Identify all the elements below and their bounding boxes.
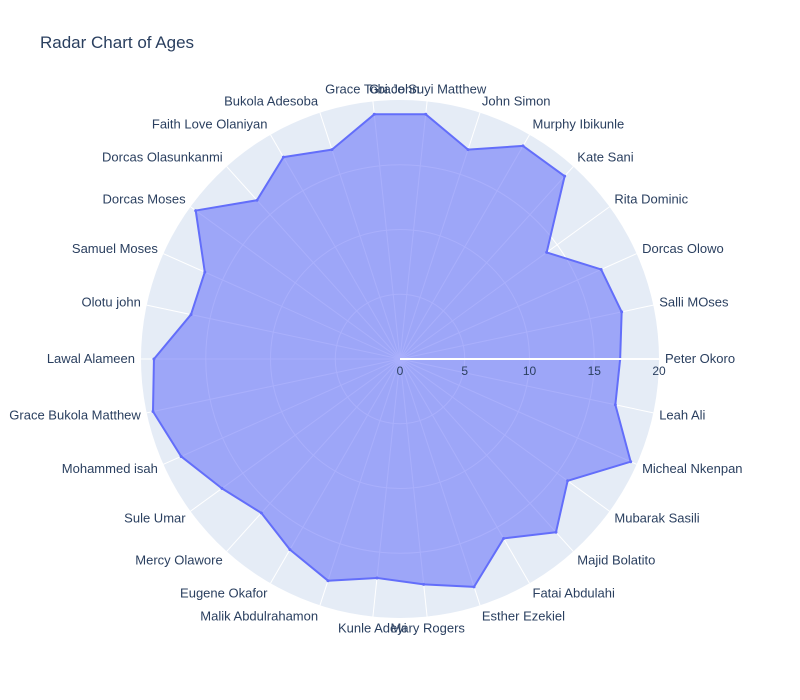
- angular-tick-label: Mohammed isah: [62, 461, 158, 476]
- angular-tick-label: Kate Sani: [577, 150, 633, 165]
- data-point: [259, 511, 263, 515]
- data-point: [566, 479, 570, 483]
- data-point: [375, 576, 379, 580]
- data-point: [281, 155, 285, 159]
- data-point: [220, 486, 224, 490]
- angular-tick-label: Grace Suyi Matthew: [369, 82, 487, 97]
- angular-tick-label: Leah Ali: [659, 407, 705, 422]
- data-point: [620, 310, 624, 314]
- radial-tick-label: 15: [588, 364, 602, 378]
- angular-tick-label: Samuel Moses: [72, 241, 158, 256]
- data-point: [194, 209, 198, 213]
- angular-tick-label: Micheal Nkenpan: [642, 461, 742, 476]
- angular-tick-label: Kunle Adeyi: [338, 621, 407, 636]
- angular-tick-label: Dorcas Olasunkanmi: [102, 150, 223, 165]
- data-point: [179, 454, 183, 458]
- radial-tick-label: 0: [397, 364, 404, 378]
- angular-tick-label: Majid Bolatito: [577, 552, 655, 567]
- data-point: [330, 148, 334, 152]
- data-point: [255, 198, 259, 202]
- angular-tick-label: Salli MOses: [659, 295, 729, 310]
- data-point: [629, 460, 633, 464]
- data-point: [521, 144, 525, 148]
- data-point: [422, 582, 426, 586]
- chart-title: Radar Chart of Ages: [40, 33, 195, 52]
- angular-tick-label: Olotu john: [82, 295, 141, 310]
- angular-tick-label: Mubarak Sasili: [614, 510, 699, 525]
- angular-tick-label: Dorcas Olowo: [642, 241, 724, 256]
- angular-tick-label: Malik Abdulrahamon: [200, 609, 318, 624]
- angular-tick-label: Peter Okoro: [665, 351, 735, 366]
- data-point: [189, 313, 193, 317]
- data-point: [466, 148, 470, 152]
- data-point: [545, 250, 549, 254]
- angular-tick-label: Sule Umar: [124, 510, 186, 525]
- angular-tick-label: Grace Tobi John: [325, 82, 419, 97]
- angular-tick-label: Dorcas Moses: [103, 192, 187, 207]
- data-point: [288, 548, 292, 552]
- angular-tick-label: Murphy Ibikunle: [533, 116, 625, 131]
- data-point: [372, 112, 376, 116]
- angular-tick-label: Mercy Olawore: [135, 552, 222, 567]
- data-point: [599, 267, 603, 271]
- data-point: [152, 357, 156, 361]
- radial-tick-label: 5: [461, 364, 468, 378]
- data-point: [554, 530, 558, 534]
- data-point: [613, 403, 617, 407]
- data-point: [502, 536, 506, 540]
- angular-tick-label: Fatai Abdulahi: [533, 586, 616, 601]
- radial-tick-label: 10: [523, 364, 537, 378]
- angular-tick-label: Mary Rogers: [390, 621, 465, 636]
- angular-tick-label: Eugene Okafor: [180, 586, 268, 601]
- data-point: [203, 270, 207, 274]
- angular-tick-label: Grace Bukola Matthew: [9, 407, 141, 422]
- data-point: [151, 410, 155, 413]
- angular-tick-label: Bukola Adesoba: [224, 93, 319, 108]
- angular-tick-label: John Simon: [482, 93, 551, 108]
- data-point: [563, 174, 567, 178]
- angular-tick-label: Faith Love Olaniyan: [152, 116, 268, 131]
- radial-tick-label: 20: [652, 364, 666, 378]
- angular-tick-label: Esther Ezekiel: [482, 609, 565, 624]
- data-point: [472, 585, 476, 589]
- angular-tick-label: Lawal Alameen: [47, 351, 135, 366]
- data-point: [326, 579, 330, 583]
- angular-tick-label: Rita Dominic: [614, 192, 688, 207]
- data-point: [424, 112, 428, 116]
